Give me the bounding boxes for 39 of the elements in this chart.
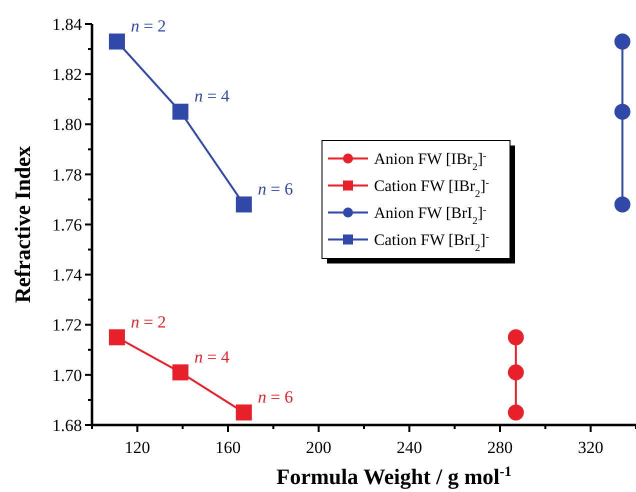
point [172,364,188,380]
x-tick-label: 200 [306,438,332,457]
point [236,404,252,420]
annotation: n = 6 [258,179,293,198]
point [508,404,524,420]
point [614,196,630,212]
annotation: n = 2 [130,16,166,36]
legend-label: Anion FW [IBr$_{2}$]$^{-}$ [374,150,487,173]
x-tick-label: 240 [396,438,422,457]
y-tick-label: 1.80 [52,115,82,134]
y-tick-label: 1.78 [52,165,82,184]
y-tick-label: 1.68 [52,416,82,435]
point [508,329,524,346]
point [108,329,125,346]
annotation: n = 6 [258,387,293,406]
y-tick-label: 1.82 [52,65,82,84]
x-tick-label: 160 [215,438,241,457]
point [172,104,188,120]
x-tick-label: 120 [124,438,150,457]
annotation: n = 2 [130,312,166,332]
legend-label: Anion FW [BrI$_{2}$]$^{-}$ [374,204,487,227]
y-axis-title: Refractive Index [10,146,35,304]
x-axis-title: Formula Weight / g mol$^{-1}$ [276,464,512,489]
annotation: n = 4 [194,347,230,366]
y-tick-label: 1.76 [52,215,82,234]
point [614,34,630,50]
x-tick-label: 320 [578,438,604,457]
point [614,104,630,120]
y-tick-label: 1.84 [52,14,82,34]
annotation: n = 4 [194,86,230,106]
legend-label: Cation FW [IBr$_{2}$]$^{-}$ [374,178,490,200]
y-tick-label: 1.70 [52,366,82,385]
point [236,196,252,212]
point [508,364,524,380]
y-tick-label: 1.74 [52,266,82,285]
y-tick-label: 1.72 [52,316,82,335]
legend-label: Cation FW [BrI$_{2}$]$^{-}$ [374,232,490,254]
x-tick-label: 280 [487,438,513,457]
point [108,34,125,50]
